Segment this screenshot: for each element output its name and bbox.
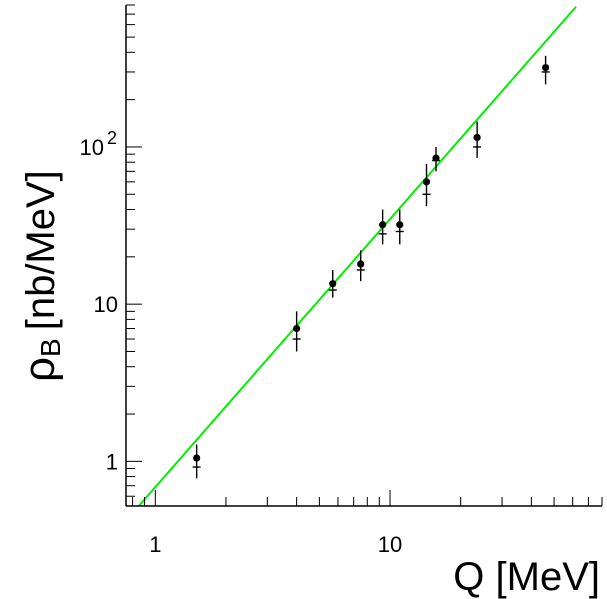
fit-line-layer — [138, 6, 577, 506]
data-point — [396, 221, 404, 229]
data-point — [293, 324, 301, 333]
y-tick-exponent: 2 — [107, 128, 117, 148]
y-axis-symbol: ρ — [15, 357, 64, 382]
y-tick-label: 10 — [94, 292, 118, 317]
data-point — [541, 63, 550, 72]
data-point — [357, 260, 365, 268]
data-point — [422, 178, 431, 186]
fit-line — [138, 6, 577, 506]
data-point — [379, 221, 387, 229]
data-point — [473, 133, 481, 142]
y-tick-label: 1 — [106, 449, 118, 474]
y-axis-unit: [nb/MeV] — [19, 170, 63, 330]
x-axis-title: Q [MeV] — [453, 555, 600, 599]
y-axis-title: ρB [nb/MeV] — [15, 170, 66, 382]
data-point — [432, 154, 440, 162]
y-tick-label: 10 — [80, 135, 104, 160]
x-tick-label: 10 — [378, 532, 402, 557]
y-axis-subscript: B — [35, 338, 66, 357]
data-points-layer — [192, 55, 550, 479]
data-point — [329, 280, 337, 288]
x-tick-label: 1 — [149, 532, 161, 557]
axes-layer — [125, 4, 603, 507]
data-point — [193, 454, 201, 462]
